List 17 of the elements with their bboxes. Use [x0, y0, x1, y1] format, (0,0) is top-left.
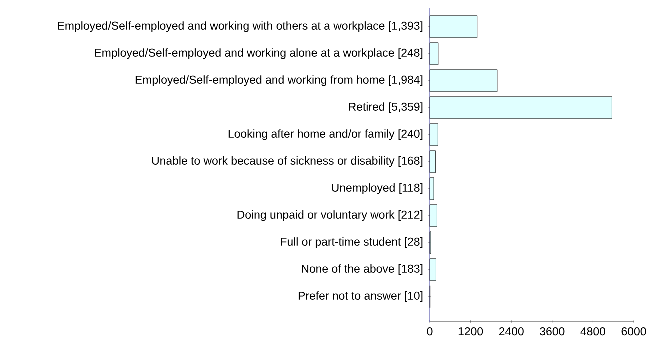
y-tick-label: None of the above [183] [302, 264, 423, 276]
x-tick-label: 0 [427, 328, 433, 336]
y-tick-label: Retired [5,359] [349, 102, 423, 114]
x-tick-label: 4800 [580, 328, 606, 336]
x-tick-label: 1200 [458, 328, 484, 336]
x-tick-label: 6000 [622, 328, 646, 336]
y-tick-label: Unemployed [118] [332, 184, 423, 194]
y-tick-label: Looking after home and/or family [240] [228, 130, 423, 140]
y-tick-label: Prefer not to answer [10] [298, 292, 423, 302]
y-tick-label: Employed/Self-employed and working with others at a workplace [1,393] [58, 22, 423, 32]
y-tick-label: Doing unpaid or voluntary work [212] [238, 210, 423, 222]
x-tick-label: 3600 [540, 328, 565, 336]
x-tick-label: 2400 [499, 328, 524, 336]
y-tick-label: Employed/Self-employed and working from home [1,984] [136, 76, 423, 86]
y-tick-label: Employed/Self-employed and working alone at a workplace [248] [95, 48, 423, 60]
y-tick-label: Unable to work because of sickness or disability [168] [152, 156, 423, 168]
y-tick-label: Full or part-time student [28] [281, 238, 423, 248]
